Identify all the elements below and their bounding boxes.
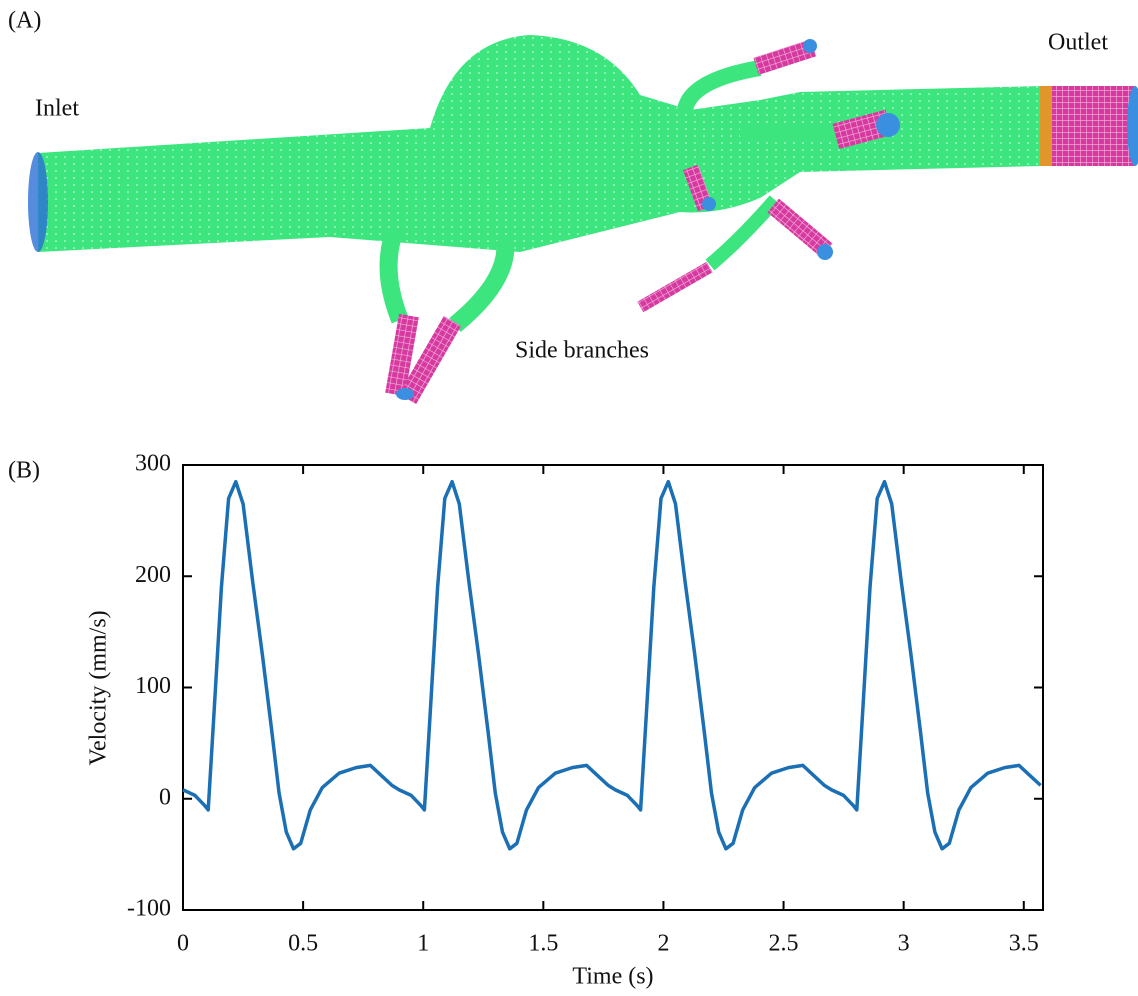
x-axis-label: Time (s) — [572, 964, 653, 990]
panel-label: (B) — [8, 458, 40, 484]
y-axis-label: Velocity (mm/s) — [86, 610, 112, 765]
panel-label: (A) — [8, 8, 41, 34]
data-line — [182, 479, 1042, 851]
y-tick-label: 300 — [135, 451, 171, 477]
vessel-model — [28, 35, 1138, 404]
annotation: Inlet — [35, 96, 79, 122]
x-tick-label: 3 — [898, 931, 910, 957]
y-tick-label: 200 — [135, 562, 171, 588]
annotation: Side branches — [515, 338, 649, 364]
x-tick-label: 1 — [417, 931, 429, 957]
x-tick-label: 2.5 — [769, 931, 799, 957]
x-tick-label: 0 — [177, 931, 189, 957]
y-tick-label: 100 — [135, 673, 171, 699]
annotation: Outlet — [1048, 30, 1108, 56]
x-tick-label: 1.5 — [528, 931, 558, 957]
x-tick-label: 2 — [657, 931, 669, 957]
x-tick-label: 3.5 — [1009, 931, 1039, 957]
x-tick-label: 0.5 — [288, 931, 318, 957]
y-tick-label: -100 — [127, 896, 171, 922]
y-tick-label: 0 — [159, 784, 171, 810]
